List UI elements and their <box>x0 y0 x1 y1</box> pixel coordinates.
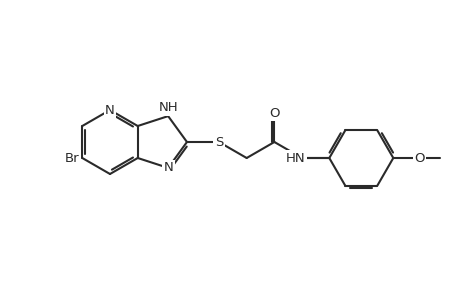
Text: HN: HN <box>285 152 304 164</box>
Text: O: O <box>269 107 279 120</box>
Text: S: S <box>214 136 223 148</box>
Text: Br: Br <box>65 152 79 164</box>
Text: NH: NH <box>158 101 178 114</box>
Text: N: N <box>163 161 173 174</box>
Text: O: O <box>414 152 424 164</box>
Text: N: N <box>105 103 115 116</box>
